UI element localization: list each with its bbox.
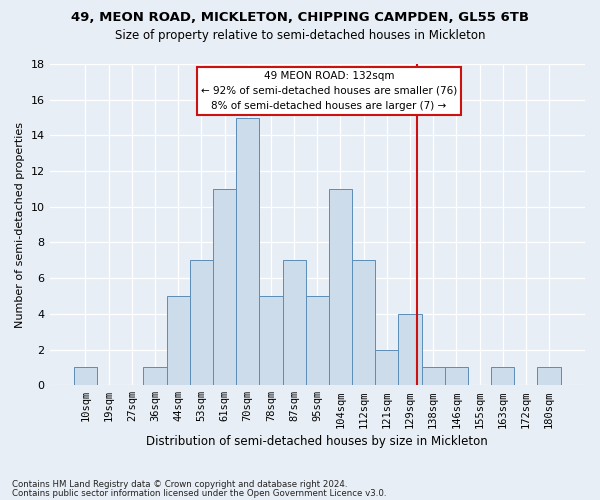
Bar xyxy=(74,368,97,385)
Bar xyxy=(143,368,167,385)
Bar xyxy=(352,260,375,385)
Bar xyxy=(422,368,445,385)
Bar xyxy=(375,350,398,385)
Text: Contains public sector information licensed under the Open Government Licence v3: Contains public sector information licen… xyxy=(12,489,386,498)
Text: 49, MEON ROAD, MICKLETON, CHIPPING CAMPDEN, GL55 6TB: 49, MEON ROAD, MICKLETON, CHIPPING CAMPD… xyxy=(71,11,529,24)
Bar xyxy=(491,368,514,385)
Bar xyxy=(445,368,468,385)
Y-axis label: Number of semi-detached properties: Number of semi-detached properties xyxy=(15,122,25,328)
Bar xyxy=(213,189,236,385)
Text: Size of property relative to semi-detached houses in Mickleton: Size of property relative to semi-detach… xyxy=(115,29,485,42)
Bar xyxy=(329,189,352,385)
Bar xyxy=(236,118,259,385)
Bar xyxy=(190,260,213,385)
Bar xyxy=(538,368,560,385)
Bar xyxy=(305,296,329,385)
Bar xyxy=(398,314,422,385)
Bar xyxy=(283,260,305,385)
Bar xyxy=(259,296,283,385)
Bar xyxy=(167,296,190,385)
X-axis label: Distribution of semi-detached houses by size in Mickleton: Distribution of semi-detached houses by … xyxy=(146,434,488,448)
Text: Contains HM Land Registry data © Crown copyright and database right 2024.: Contains HM Land Registry data © Crown c… xyxy=(12,480,347,489)
Text: 49 MEON ROAD: 132sqm
← 92% of semi-detached houses are smaller (76)
8% of semi-d: 49 MEON ROAD: 132sqm ← 92% of semi-detac… xyxy=(201,71,457,110)
